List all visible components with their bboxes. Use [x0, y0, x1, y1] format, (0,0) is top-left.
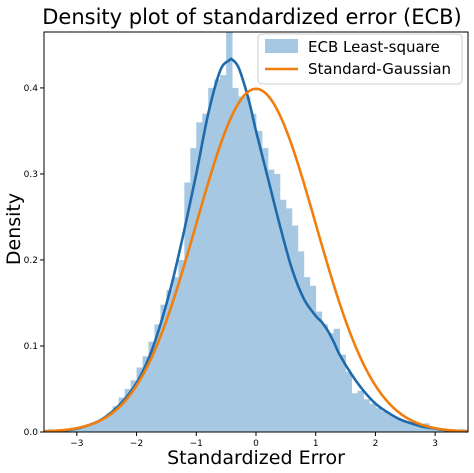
histogram-bar: [190, 148, 197, 432]
histogram-bar: [154, 324, 161, 432]
histogram-bar: [279, 199, 287, 432]
histogram-bar: [100, 418, 108, 432]
histogram-bar: [250, 113, 257, 432]
x-tick-label: −1: [190, 439, 203, 449]
histogram-bar: [166, 290, 173, 432]
histogram-bar: [381, 411, 388, 432]
histogram-bar: [321, 324, 329, 432]
histogram-bar: [232, 87, 239, 433]
histogram-bar: [297, 251, 305, 432]
histogram-bar: [375, 407, 382, 432]
x-tick-label: 3: [432, 439, 438, 449]
x-axis-ticks: −3 −2 −1 0 1 2 3: [70, 432, 438, 449]
histogram-bar: [160, 304, 167, 432]
histogram-bar: [363, 399, 370, 432]
y-tick-label: 0.3: [24, 170, 38, 180]
y-axis-ticks: 0.0 0.1 0.2 0.3 0.4: [24, 84, 44, 438]
histogram-bar: [172, 277, 179, 432]
histogram-bars: [52, 32, 442, 433]
histogram-bar: [267, 169, 275, 433]
histogram-bar: [196, 122, 203, 433]
histogram-bar: [88, 423, 96, 432]
histogram-bar: [387, 414, 394, 432]
x-tick-label: −3: [70, 439, 83, 449]
y-tick-label: 0.0: [24, 428, 39, 438]
y-axis-label: Density: [3, 193, 25, 265]
histogram-bar: [124, 388, 131, 432]
y-tick-label: 0.1: [24, 342, 38, 352]
histogram-bar: [405, 423, 412, 432]
x-tick-label: 1: [313, 439, 319, 449]
histogram-bar: [94, 421, 102, 432]
legend: ECB Least-square Standard-Gaussian: [257, 33, 463, 85]
x-tick-label: −2: [130, 439, 143, 449]
histogram-bar: [226, 32, 233, 432]
histogram-bar: [208, 87, 215, 433]
histogram-bar: [399, 420, 406, 432]
histogram-bar: [142, 356, 149, 432]
histogram-bar: [136, 367, 143, 432]
histogram-bar: [202, 113, 209, 432]
histogram-bar: [106, 413, 114, 432]
x-tick-label: 0: [253, 439, 259, 449]
histogram-bar: [429, 428, 436, 432]
histogram-bar: [112, 406, 120, 432]
legend-swatch-histogram: [265, 39, 298, 53]
x-tick-label: 2: [373, 439, 379, 449]
histogram-bar: [291, 225, 299, 432]
histogram-bar: [118, 397, 126, 432]
legend-label: Standard-Gaussian: [308, 60, 451, 78]
legend-box: [257, 33, 463, 85]
gaussian-line: [43, 87, 469, 433]
histogram-bar: [285, 208, 293, 432]
histogram-bar: [130, 380, 137, 432]
histogram-bar: [261, 148, 269, 432]
y-tick-label: 0.4: [24, 84, 39, 94]
histogram-bar: [238, 96, 245, 433]
histogram-bar: [333, 328, 341, 432]
histogram-bar: [148, 341, 155, 432]
density-curves: [43, 57, 469, 433]
histogram-bar: [178, 259, 185, 432]
histogram-bar: [214, 79, 221, 432]
kde-line: [43, 57, 469, 433]
histogram-bar: [345, 371, 352, 432]
histogram-bar: [309, 285, 317, 432]
histogram-bar: [369, 403, 376, 432]
histogram-bar: [393, 418, 400, 432]
histogram-bar: [244, 96, 251, 433]
x-axis-label: Standardized Error: [167, 447, 345, 469]
histogram-bar: [417, 426, 424, 432]
histogram-bar: [327, 333, 335, 432]
histogram-bar: [184, 182, 191, 432]
histogram-bar: [220, 75, 227, 433]
histogram-bar: [303, 277, 311, 432]
histogram-bar: [315, 311, 323, 432]
histogram-bar: [273, 173, 281, 432]
histogram-bar: [256, 130, 263, 432]
y-tick-label: 0.2: [24, 256, 38, 266]
legend-label: ECB Least-square: [308, 38, 440, 56]
histogram-bar: [351, 393, 358, 432]
histogram-bar: [411, 425, 418, 432]
histogram-bar: [339, 354, 346, 432]
histogram-bar: [357, 390, 364, 432]
histogram-bar: [76, 426, 84, 432]
histogram-bar: [435, 429, 442, 432]
histogram-bar: [82, 425, 90, 432]
chart-title: Density plot of standardized error (ECB): [42, 5, 462, 29]
